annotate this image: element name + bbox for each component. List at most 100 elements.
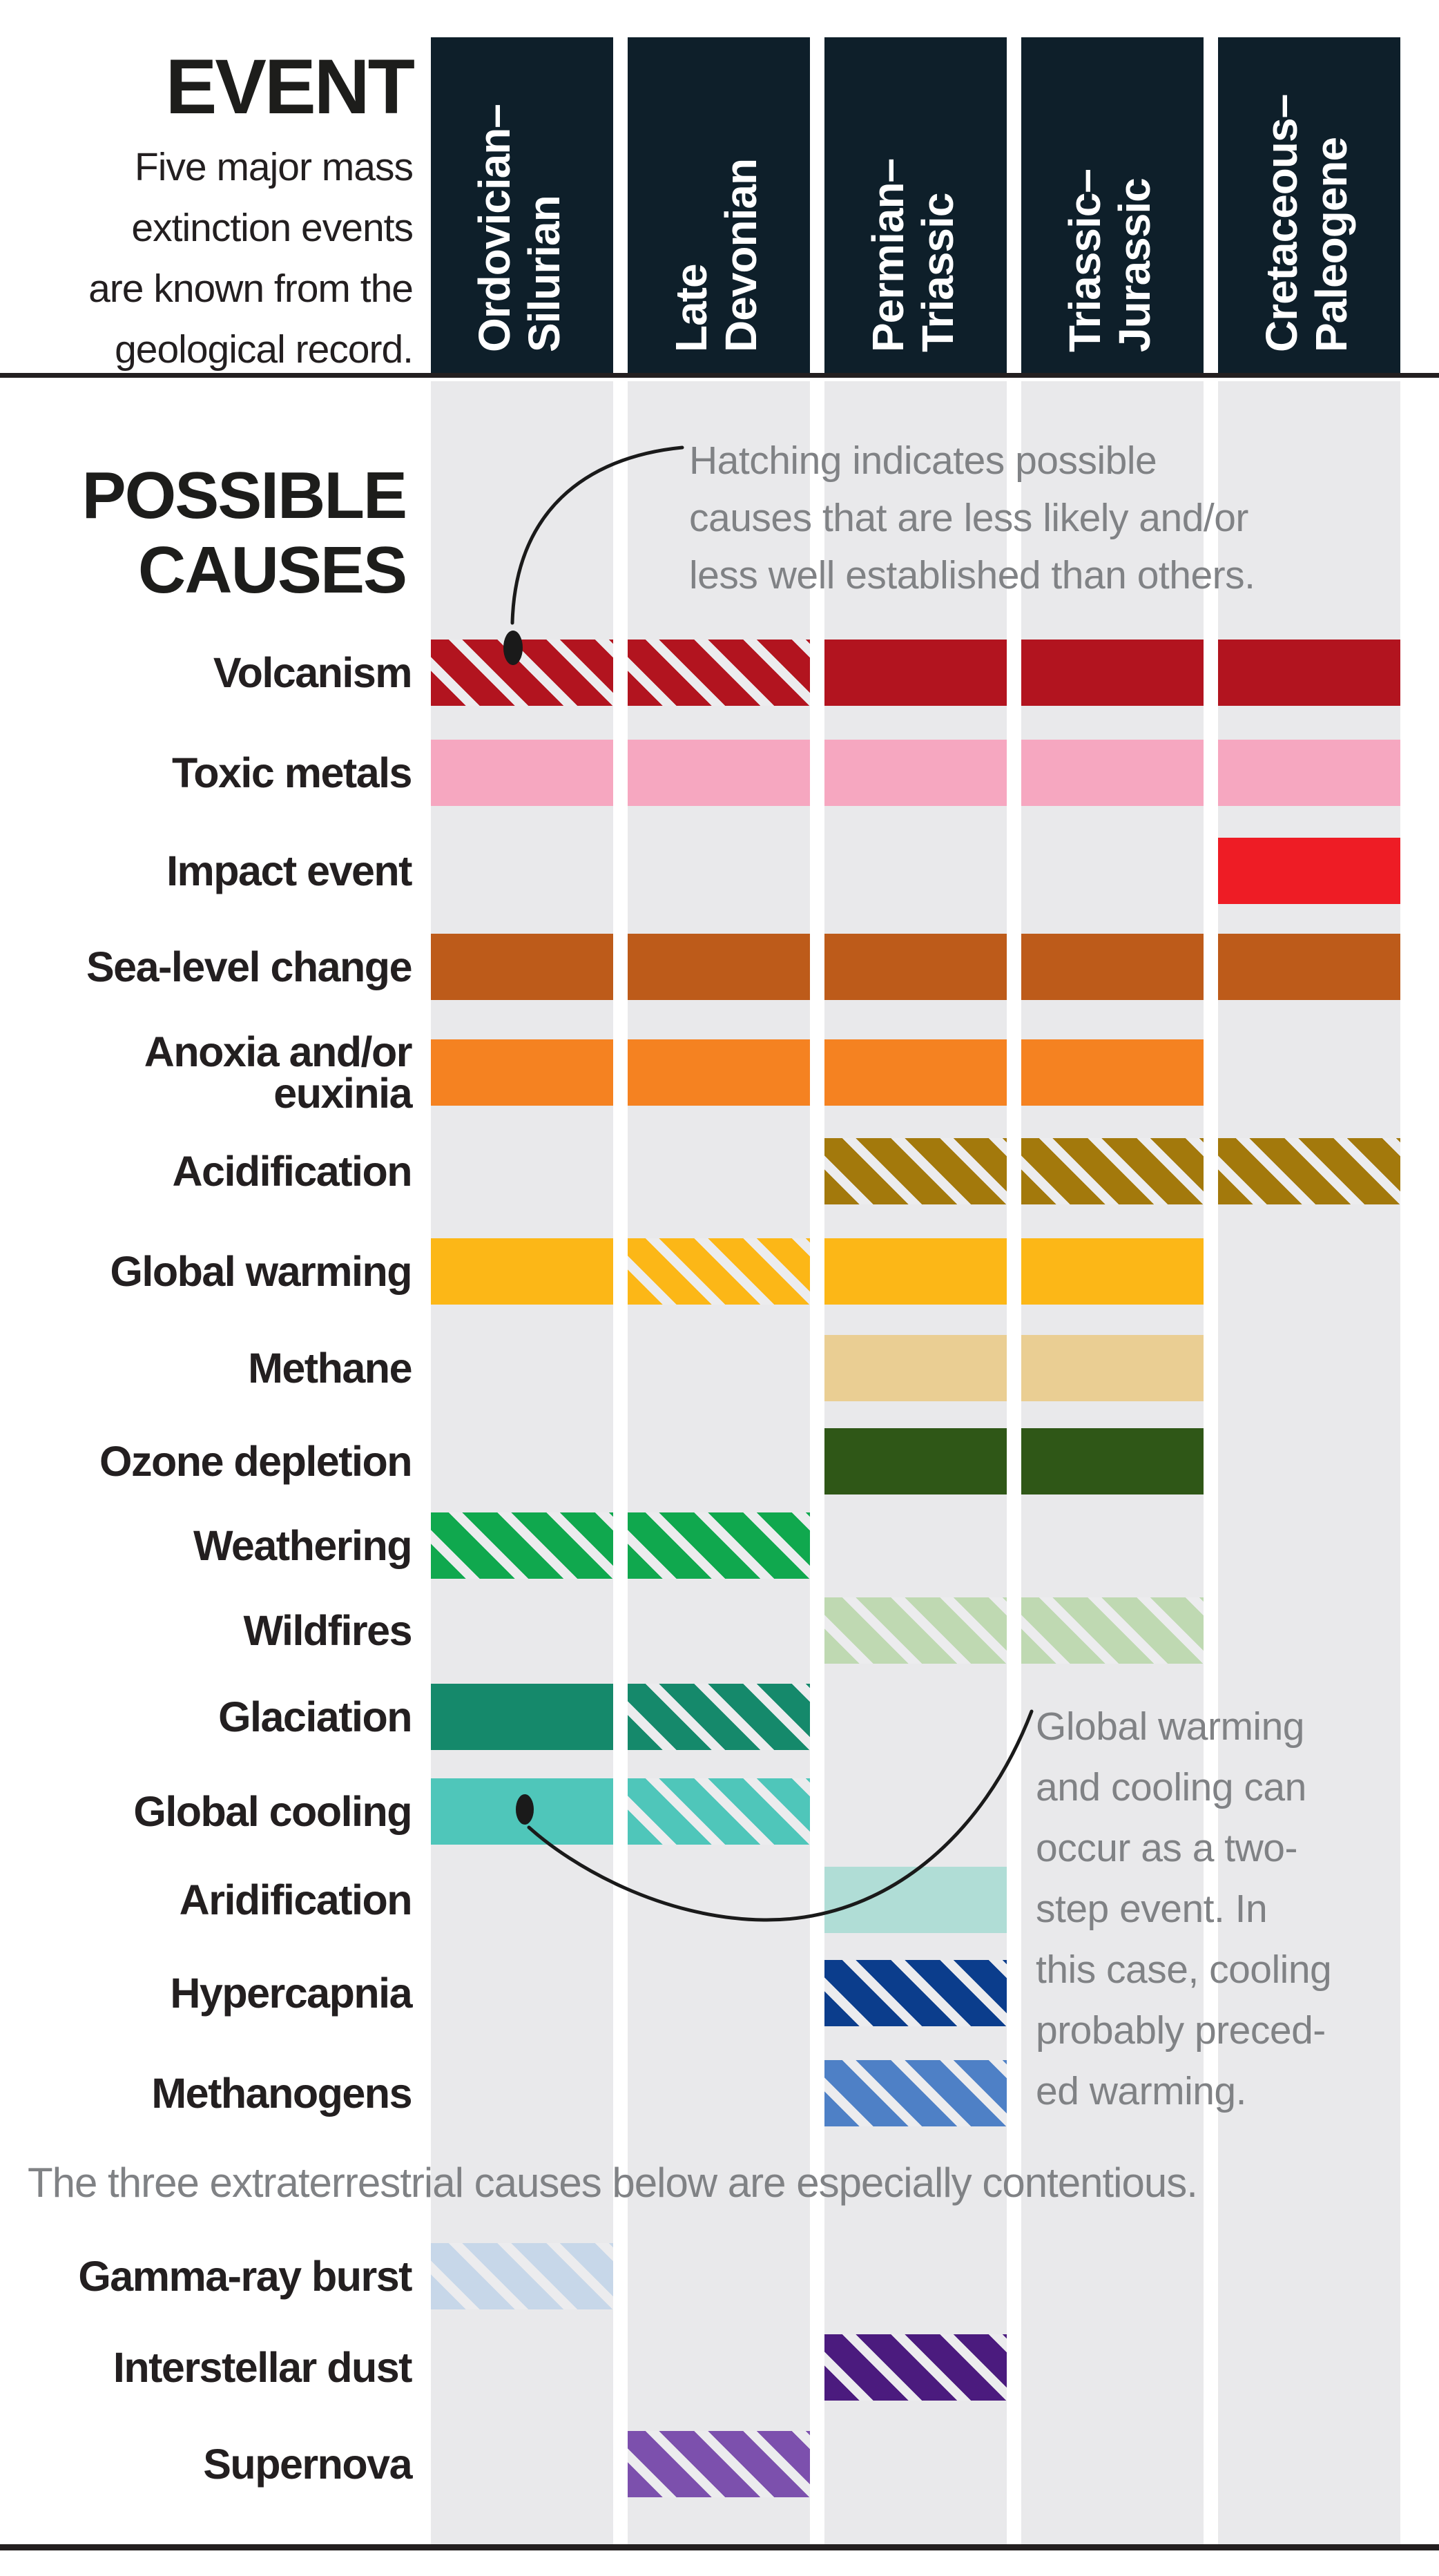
cause-row-label: Acidification [0, 1138, 412, 1204]
cause-bar [628, 1238, 810, 1305]
cause-row-label: Toxic metals [0, 740, 413, 806]
cause-bar [628, 1684, 810, 1750]
event-description-line: Five major mass [134, 145, 414, 189]
cause-row-label: Impact event [0, 838, 412, 904]
event-column-header-label: Triassic– Jurassic [1021, 37, 1204, 373]
cause-bar [1021, 1238, 1204, 1305]
event-description-line: geological record. [115, 327, 414, 372]
event-description-line: extinction events [131, 206, 414, 250]
cause-row-label-line: Weathering [193, 1522, 413, 1569]
event-column-header: Late Devonian [628, 37, 810, 373]
bottom-rule [0, 2544, 1439, 2550]
cause-row-label: Global cooling [0, 1778, 412, 1845]
cause-row-label: Weathering [0, 1512, 413, 1579]
event-column-header-line: Triassic– [1060, 169, 1110, 352]
cause-bar [1218, 934, 1400, 1000]
cause-row-label-line: Hypercapnia [170, 1970, 412, 2017]
cause-bar [628, 740, 810, 806]
cause-bar [824, 740, 1007, 806]
cause-bar [431, 640, 613, 706]
cause-bar [431, 1778, 613, 1845]
cause-bar [824, 1138, 1007, 1204]
hatching-annotation-line: Hatching indicates possible [689, 439, 1157, 483]
cause-bar [628, 640, 810, 706]
cause-row-label-line: Aridification [179, 1876, 413, 1923]
event-column-header-line: Devonian [716, 158, 766, 352]
cause-row-label-line: Wildfires [243, 1607, 412, 1654]
cause-bar [1021, 1428, 1204, 1494]
event-description: Five major mass extinction events are kn… [0, 137, 414, 380]
cause-bar [1021, 1039, 1204, 1106]
event-column-header: Triassic– Jurassic [1021, 37, 1204, 373]
cause-bar [628, 1778, 810, 1845]
cause-bar [824, 1335, 1007, 1401]
cause-row-label-line: Glaciation [218, 1693, 412, 1740]
cause-row-label: Methane [0, 1335, 412, 1401]
cause-bar [431, 1238, 613, 1305]
cause-row-label-line: Supernova [203, 2441, 412, 2488]
two-step-annotation-line: Global warming [1036, 1704, 1305, 1749]
cause-bar [628, 1512, 810, 1579]
cause-bar [824, 1039, 1007, 1106]
cause-bar [824, 640, 1007, 706]
event-column-header-line: Silurian [519, 195, 569, 352]
cause-bar [824, 934, 1007, 1000]
cause-bar [431, 740, 613, 806]
cause-row-label-line: Volcanism [213, 649, 413, 696]
cause-row-label-line: Ozone depletion [99, 1438, 412, 1485]
header-divider-rule [0, 373, 1439, 378]
cause-row-label: Supernova [0, 2431, 412, 2497]
cause-bar [1021, 1138, 1204, 1204]
event-column-header-line: Late [666, 264, 716, 352]
hatching-annotation: Hatching indicates possible causes that … [689, 432, 1407, 604]
event-column-header-label: Permian– Triassic [824, 37, 1007, 373]
possible-causes-title: POSSIBLE CAUSES [0, 459, 407, 608]
extraterrestrial-section-note: The three extraterrestrial causes below … [28, 2160, 1198, 2206]
event-column-header: Permian– Triassic [824, 37, 1007, 373]
event-column-header-line: Jurassic [1110, 178, 1159, 352]
cause-row-label: Sea-level change [0, 934, 413, 1000]
cause-row-label-line: Global cooling [133, 1788, 412, 1835]
cause-bar [824, 1960, 1007, 2026]
cause-row-label: Hypercapnia [0, 1960, 412, 2026]
possible-causes-line: POSSIBLE [81, 459, 407, 532]
possible-causes-line: CAUSES [137, 533, 407, 607]
cause-row-label: Glaciation [0, 1684, 412, 1750]
cause-row-label: Volcanism [0, 640, 413, 706]
cause-bar [431, 2243, 613, 2309]
hatching-annotation-line: less well established than others. [689, 553, 1255, 597]
cause-row-label: Ozone depletion [0, 1428, 412, 1494]
cause-row-label-line: Interstellar dust [113, 2344, 413, 2391]
two-step-annotation-line: and cooling can [1036, 1765, 1306, 1809]
two-step-annotation: Global warming and cooling can occur as … [1036, 1696, 1422, 2122]
event-column-header-label: Cretaceous– Paleogene [1218, 37, 1400, 373]
cause-row-label-line: Acidification [172, 1148, 412, 1195]
cause-row-label-line: Toxic metals [171, 749, 413, 796]
event-column-header-line: Triassic [913, 193, 963, 352]
cause-bar [824, 1428, 1007, 1494]
cause-bar [824, 1597, 1007, 1664]
cause-bar [628, 2431, 810, 2497]
two-step-annotation-line: occur as a two- [1036, 1826, 1297, 1870]
event-column-header-line: Paleogene [1306, 137, 1356, 352]
cause-bar [824, 1867, 1007, 1933]
cause-bar [1218, 640, 1400, 706]
cause-row-label-line: Methanogens [151, 2070, 412, 2117]
cause-row-label-line: Global warming [110, 1248, 412, 1295]
two-step-annotation-line: this case, cooling [1036, 1948, 1332, 1992]
cause-row-label: Interstellar dust [0, 2334, 413, 2401]
event-column-header-line: Ordovician– [470, 104, 519, 352]
cause-bar [628, 1039, 810, 1106]
cause-bar [628, 934, 810, 1000]
cause-bar [824, 2060, 1007, 2126]
cause-bar [431, 1512, 613, 1579]
cause-row-label: Methanogens [0, 2060, 412, 2126]
event-column-header-line: Cretaceous– [1257, 94, 1306, 352]
cause-bar [431, 1039, 613, 1106]
event-column-header: Ordovician– Silurian [431, 37, 613, 373]
two-step-annotation-line: probably preced- [1036, 2008, 1326, 2053]
cause-row-label-line: euxinia [273, 1070, 412, 1117]
event-description-line: are known from the [88, 267, 414, 311]
event-column-header-label: Late Devonian [628, 37, 810, 373]
